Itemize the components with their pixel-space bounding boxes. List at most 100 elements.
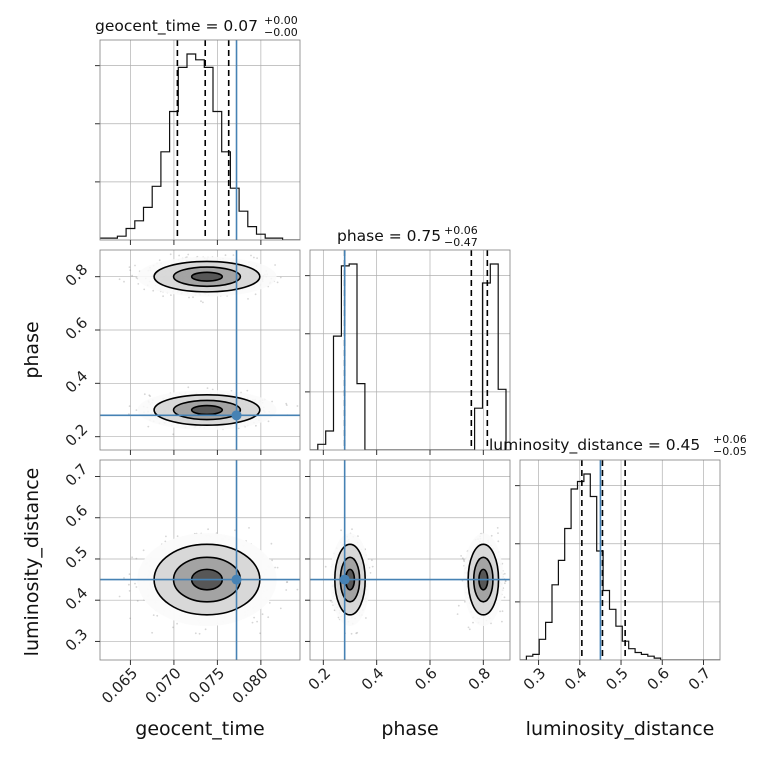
panel-geocent-time-vs-phase-point — [192, 296, 194, 299]
title-luminosity-distance-plus: +0.06 — [713, 433, 747, 446]
panel-geocent-time-vs-phase-point — [267, 420, 270, 423]
panel-phase-vs-luminosity-distance-point — [350, 632, 353, 635]
panel-geocent-time-vs-luminosity-distance-point — [285, 589, 288, 591]
panel-geocent-time-vs-phase-point — [255, 424, 257, 427]
ylabel-luminosity-distance: luminosity_distance — [21, 468, 43, 657]
ytick-label-phase-2: 0.6 — [62, 314, 92, 344]
panel-geocent-time-vs-luminosity-distance-point — [131, 556, 134, 559]
panel-geocent-time-vs-phase-point — [134, 264, 136, 267]
panel-phase-vs-luminosity-distance-point — [456, 613, 459, 615]
panel-phase-vs-luminosity-distance-point — [369, 572, 372, 574]
panel-phase-vs-luminosity-distance-truth-marker — [339, 574, 350, 585]
panel-geocent-time-vs-luminosity-distance-point — [259, 632, 261, 635]
panel-geocent-time-vs-phase-point — [247, 298, 249, 300]
panel-geocent-time-vs-luminosity-distance-point — [198, 632, 201, 635]
panel-phase-vs-luminosity-distance-point — [468, 628, 471, 631]
panel-geocent-time-vs-luminosity-distance-point — [270, 542, 273, 545]
panel-geocent-time-vs-phase-point — [187, 386, 190, 389]
panel-geocent-time-vs-phase-point — [170, 294, 172, 296]
panel-geocent-time-vs-phase-point — [254, 293, 257, 296]
panel-geocent-time-vs-phase-point — [137, 283, 140, 285]
panel-geocent-time-vs-luminosity-distance-point — [279, 607, 282, 610]
panel-phase-vs-luminosity-distance-point — [371, 559, 373, 562]
panel-geocent-time-vs-luminosity-distance-point — [134, 582, 136, 585]
panel-phase-vs-luminosity-distance-point — [356, 631, 359, 634]
panel-geocent-time-vs-phase-point — [148, 394, 151, 397]
panel-phase-vs-luminosity-distance-point — [365, 617, 367, 619]
panel-phase-vs-luminosity-distance-point — [355, 632, 358, 635]
panel-geocent-time-vs-phase-point — [211, 388, 214, 391]
title-geocent-time: geocent_time = 0.07 +0.00 −0.00 — [95, 14, 298, 39]
ytick-label-phase-0: 0.2 — [62, 420, 92, 450]
panel-geocent-time-vs-luminosity-distance-point — [142, 549, 145, 552]
panel-geocent-time-vs-luminosity-distance-point — [215, 532, 218, 534]
title-luminosity-distance-minus: −0.05 — [713, 445, 747, 458]
title-geocent-time-plus: +0.00 — [264, 14, 298, 27]
panel-geocent-time-vs-luminosity-distance-point — [286, 581, 289, 583]
panel-geocent-time-vs-luminosity-distance-point — [256, 620, 258, 623]
panel-geocent-time-vs-phase-point — [169, 253, 172, 256]
hist-geocent-time-steps — [100, 53, 300, 240]
hist-luminosity-distance-bg — [520, 460, 720, 660]
panel-geocent-time-vs-luminosity-distance-point — [271, 559, 273, 562]
title-phase-plus: +0.06 — [444, 224, 478, 237]
xlabel-phase: phase — [381, 718, 438, 740]
panel-geocent-time-vs-phase-point — [143, 393, 146, 396]
panel-phase-vs-luminosity-distance-point — [462, 559, 465, 561]
xtick-label-luminosity-distance-2: 0.5 — [602, 664, 632, 694]
hist-phase-content — [310, 250, 510, 450]
panel-geocent-time-vs-luminosity-distance-point — [156, 614, 159, 617]
panel-geocent-time-vs-luminosity-distance-point — [261, 613, 264, 616]
xtick-label-phase-3: 0.8 — [465, 664, 495, 694]
xtick-label-phase-0: 0.2 — [305, 664, 335, 694]
panel-geocent-time-vs-phase-point — [135, 276, 138, 279]
panel-geocent-time-vs-luminosity-distance-point — [253, 616, 256, 619]
panel-geocent-time-vs-luminosity-distance-point — [234, 529, 236, 532]
title-phase-text: phase = 0.75 — [337, 227, 441, 245]
panel-geocent-time-vs-luminosity-distance-point — [151, 631, 154, 634]
panel-geocent-time-vs-phase-contour-0-3 — [190, 271, 224, 282]
panel-geocent-time-vs-luminosity-distance-point — [248, 527, 250, 529]
panel-geocent-time-vs-luminosity-distance-point — [204, 628, 207, 631]
panel-phase-vs-luminosity-distance-point — [324, 565, 327, 568]
panel-phase-vs-luminosity-distance-point — [497, 532, 499, 534]
panel-geocent-time-vs-phase-point — [285, 402, 288, 405]
panel-geocent-time-vs-luminosity-distance-truth-marker — [231, 574, 242, 585]
panel-phase-vs-luminosity-distance-point — [460, 555, 462, 557]
panel-geocent-time-vs-phase-point — [128, 266, 131, 268]
title-phase: phase = 0.75 +0.06 −0.47 — [337, 224, 478, 249]
xtick-label-luminosity-distance-4: 0.7 — [685, 664, 715, 694]
panel-geocent-time-vs-phase-point — [296, 405, 299, 407]
panel-geocent-time-vs-luminosity-distance-point — [127, 583, 130, 586]
panel-geocent-time-vs-phase-point — [152, 289, 155, 292]
panel-phase-vs-luminosity-distance-point — [371, 565, 374, 568]
xtick-label-phase-2: 0.6 — [411, 664, 441, 694]
panel-geocent-time-vs-luminosity-distance-point — [251, 621, 254, 624]
panel-geocent-time-vs-phase-point — [276, 281, 279, 284]
panel-geocent-time-vs-phase-point — [285, 404, 288, 406]
panel-geocent-time-vs-luminosity-distance-point — [176, 622, 179, 625]
panel-geocent-time-vs-phase-point — [147, 425, 150, 428]
panel-geocent-time-vs-luminosity-distance-border — [99, 459, 301, 661]
panel-geocent-time-vs-luminosity-distance-point — [135, 586, 138, 588]
panel-geocent-time-vs-phase-point — [256, 257, 258, 259]
panel-geocent-time-vs-luminosity-distance-point — [128, 573, 131, 575]
panel-geocent-time-vs-phase-point — [123, 280, 125, 283]
xtick-label-phase-1: 0.4 — [358, 664, 388, 694]
panel-geocent-time-vs-phase-point — [178, 254, 181, 257]
panel-geocent-time-vs-luminosity-distance-point — [172, 626, 174, 629]
panel-geocent-time-vs-phase-point — [149, 395, 152, 397]
panel-geocent-time-vs-luminosity-distance-point — [176, 535, 179, 538]
panel-geocent-time-vs-phase-point — [253, 256, 255, 259]
ytick-label-phase-3: 0.8 — [62, 260, 92, 290]
panel-geocent-time-vs-phase-point — [129, 269, 132, 272]
panel-geocent-time-vs-phase-point — [188, 296, 190, 299]
panel-geocent-time-vs-phase-point — [187, 253, 190, 256]
panel-phase-vs-luminosity-distance-point — [501, 610, 504, 613]
panel-geocent-time-vs-phase-point — [271, 400, 273, 403]
panel-phase-vs-luminosity-distance-point — [490, 622, 492, 625]
hist-geocent-time-border — [99, 39, 301, 241]
panel-phase-vs-luminosity-distance-point — [499, 610, 501, 613]
panel-phase-vs-luminosity-distance-point — [504, 582, 506, 585]
panel-geocent-time-vs-luminosity-distance-point — [152, 614, 155, 616]
